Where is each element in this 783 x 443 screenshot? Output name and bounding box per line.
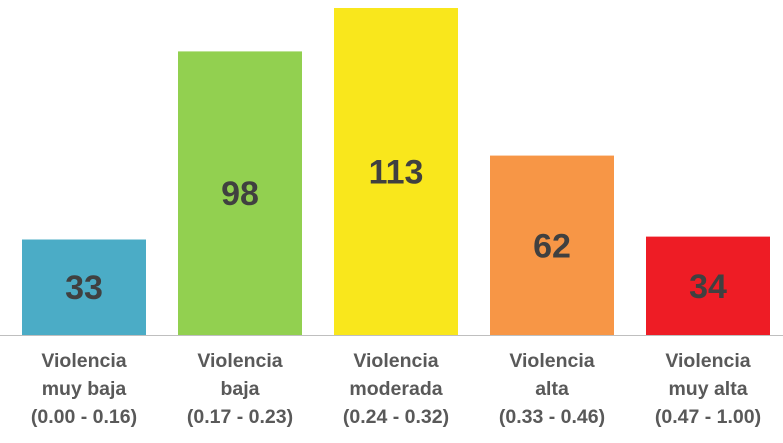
x-tick-label: Violencia baja (0.17 - 0.23) (187, 350, 293, 428)
bar (334, 8, 458, 335)
bar (178, 51, 302, 336)
value-label: 33 (65, 269, 103, 307)
bar (646, 236, 770, 335)
value-label: 34 (689, 268, 727, 306)
x-tick-label: Violencia moderada (0.24 - 0.32) (343, 350, 449, 428)
value-label: 113 (369, 153, 424, 191)
x-tick-label: Violencia muy alta (0.47 - 1.00) (655, 350, 761, 428)
value-label: 62 (533, 227, 571, 265)
bar (490, 155, 614, 335)
bar (22, 239, 146, 335)
x-tick-label: Violencia muy baja (0.00 - 0.16) (31, 350, 137, 428)
x-tick-label: Violencia alta (0.33 - 0.46) (499, 350, 605, 428)
value-label: 98 (221, 175, 259, 213)
